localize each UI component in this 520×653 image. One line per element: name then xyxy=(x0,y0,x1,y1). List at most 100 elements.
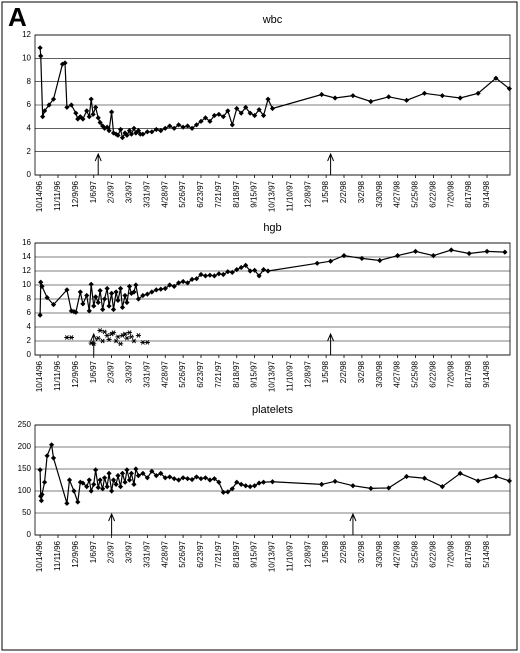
diamond-point xyxy=(149,129,155,135)
diamond-point xyxy=(38,493,44,499)
diamond-point xyxy=(234,105,240,112)
x-tick-label: 5/25/98 xyxy=(411,180,420,207)
diamond-point xyxy=(75,499,81,505)
y-tick-label: 4 xyxy=(27,322,32,331)
diamond-point xyxy=(39,491,45,498)
x-tick-label: 6/23/97 xyxy=(196,540,205,567)
diamond-point xyxy=(133,466,139,472)
diamond-point xyxy=(176,122,182,128)
x-tick-label: 3/30/98 xyxy=(375,360,384,387)
arrow xyxy=(90,332,98,355)
diamond-point xyxy=(225,269,231,275)
x-tick-label: 6/22/98 xyxy=(428,180,437,207)
diamond-point xyxy=(48,442,55,448)
diamond-point xyxy=(211,112,218,119)
diamond-point xyxy=(93,294,99,300)
diamond-point xyxy=(50,96,57,102)
diamond-point xyxy=(128,131,135,137)
diamond-point xyxy=(110,306,117,313)
diamond-point xyxy=(412,248,419,254)
diamond-point xyxy=(332,478,338,484)
diamond-point xyxy=(216,479,222,485)
y-tick-label: 12 xyxy=(22,266,31,275)
diamond-point xyxy=(62,60,68,66)
x-tick-label: 12/8/97 xyxy=(303,360,312,387)
diamond-point xyxy=(64,287,70,293)
x-tick-label: 8/18/97 xyxy=(232,360,241,387)
arrow xyxy=(108,512,116,535)
x-tick-label: 3/3/97 xyxy=(125,360,134,383)
diamond-point xyxy=(131,481,137,487)
diamond-point xyxy=(202,273,209,279)
y-tick-label: 50 xyxy=(22,508,31,517)
y-tick-label: 150 xyxy=(18,464,32,473)
y-tick-label: 8 xyxy=(27,294,32,303)
diamond-point xyxy=(135,128,142,134)
diamond-point xyxy=(502,249,508,255)
diamond-point xyxy=(484,248,490,254)
asterisk-point xyxy=(117,341,124,347)
x-tick-label: 9/15/97 xyxy=(250,540,259,567)
y-tick-label: 12 xyxy=(22,30,31,39)
diamond-point xyxy=(40,114,46,120)
diamond-point xyxy=(220,271,226,278)
diamond-point xyxy=(256,480,262,486)
diamond-point xyxy=(117,285,124,292)
diamond-point xyxy=(80,116,86,122)
diamond-point xyxy=(269,479,276,485)
y-tick-label: 6 xyxy=(27,100,32,109)
diamond-point xyxy=(128,470,135,476)
x-tick-label: 3/3/97 xyxy=(125,180,134,203)
diamond-point xyxy=(234,479,240,485)
x-tick-label: 4/28/97 xyxy=(160,540,169,567)
asterisk-point xyxy=(144,340,150,345)
y-tick-label: 250 xyxy=(18,420,32,429)
diamond-point xyxy=(327,258,334,264)
x-tick-label: 8/17/98 xyxy=(464,180,473,207)
diamond-point xyxy=(167,282,173,288)
diamond-point xyxy=(466,250,472,257)
diamond-point xyxy=(377,257,383,264)
asterisk-point xyxy=(110,330,117,335)
diamond-point xyxy=(37,467,43,473)
diamond-point xyxy=(386,94,392,100)
diamond-point xyxy=(144,129,150,135)
x-tick-label: 11/11/96 xyxy=(53,360,62,391)
x-tick-label: 1/6/97 xyxy=(89,180,98,203)
diamond-point xyxy=(243,104,249,110)
x-tick-label: 8/18/97 xyxy=(232,540,241,567)
diamond-point xyxy=(207,272,213,278)
asterisk-point xyxy=(122,331,128,337)
diamond-point xyxy=(243,483,249,489)
diamond-point xyxy=(153,473,159,479)
panel-letter: A xyxy=(8,2,27,32)
diamond-point xyxy=(115,132,121,138)
diamond-point xyxy=(104,124,110,130)
x-tick-label: 6/23/97 xyxy=(196,180,205,207)
diamond-point xyxy=(106,128,112,134)
asterisk-point xyxy=(124,335,130,341)
diamond-point xyxy=(171,283,177,289)
asterisk-point xyxy=(126,330,133,335)
x-tick-label: 7/21/97 xyxy=(214,360,223,387)
x-tick-label: 5/25/98 xyxy=(411,540,420,567)
diamond-point xyxy=(91,481,97,487)
diamond-point xyxy=(457,95,463,101)
diamond-point xyxy=(368,98,374,105)
diamond-point xyxy=(68,102,74,108)
diamond-point xyxy=(184,123,191,129)
diamond-point xyxy=(122,292,128,299)
diamond-point xyxy=(252,112,258,119)
diamond-point xyxy=(100,306,106,313)
x-tick-label: 11/10/97 xyxy=(285,180,294,211)
y-tick-label: 6 xyxy=(27,308,32,317)
x-tick-label: 2/3/97 xyxy=(107,180,116,203)
diamond-point xyxy=(37,45,43,51)
x-tick-label: 9/15/97 xyxy=(250,360,259,387)
x-tick-label: 8/17/98 xyxy=(464,540,473,567)
diamond-point xyxy=(386,485,392,491)
diamond-point xyxy=(88,96,94,102)
diamond-point xyxy=(184,280,191,286)
diamond-point xyxy=(269,105,276,112)
